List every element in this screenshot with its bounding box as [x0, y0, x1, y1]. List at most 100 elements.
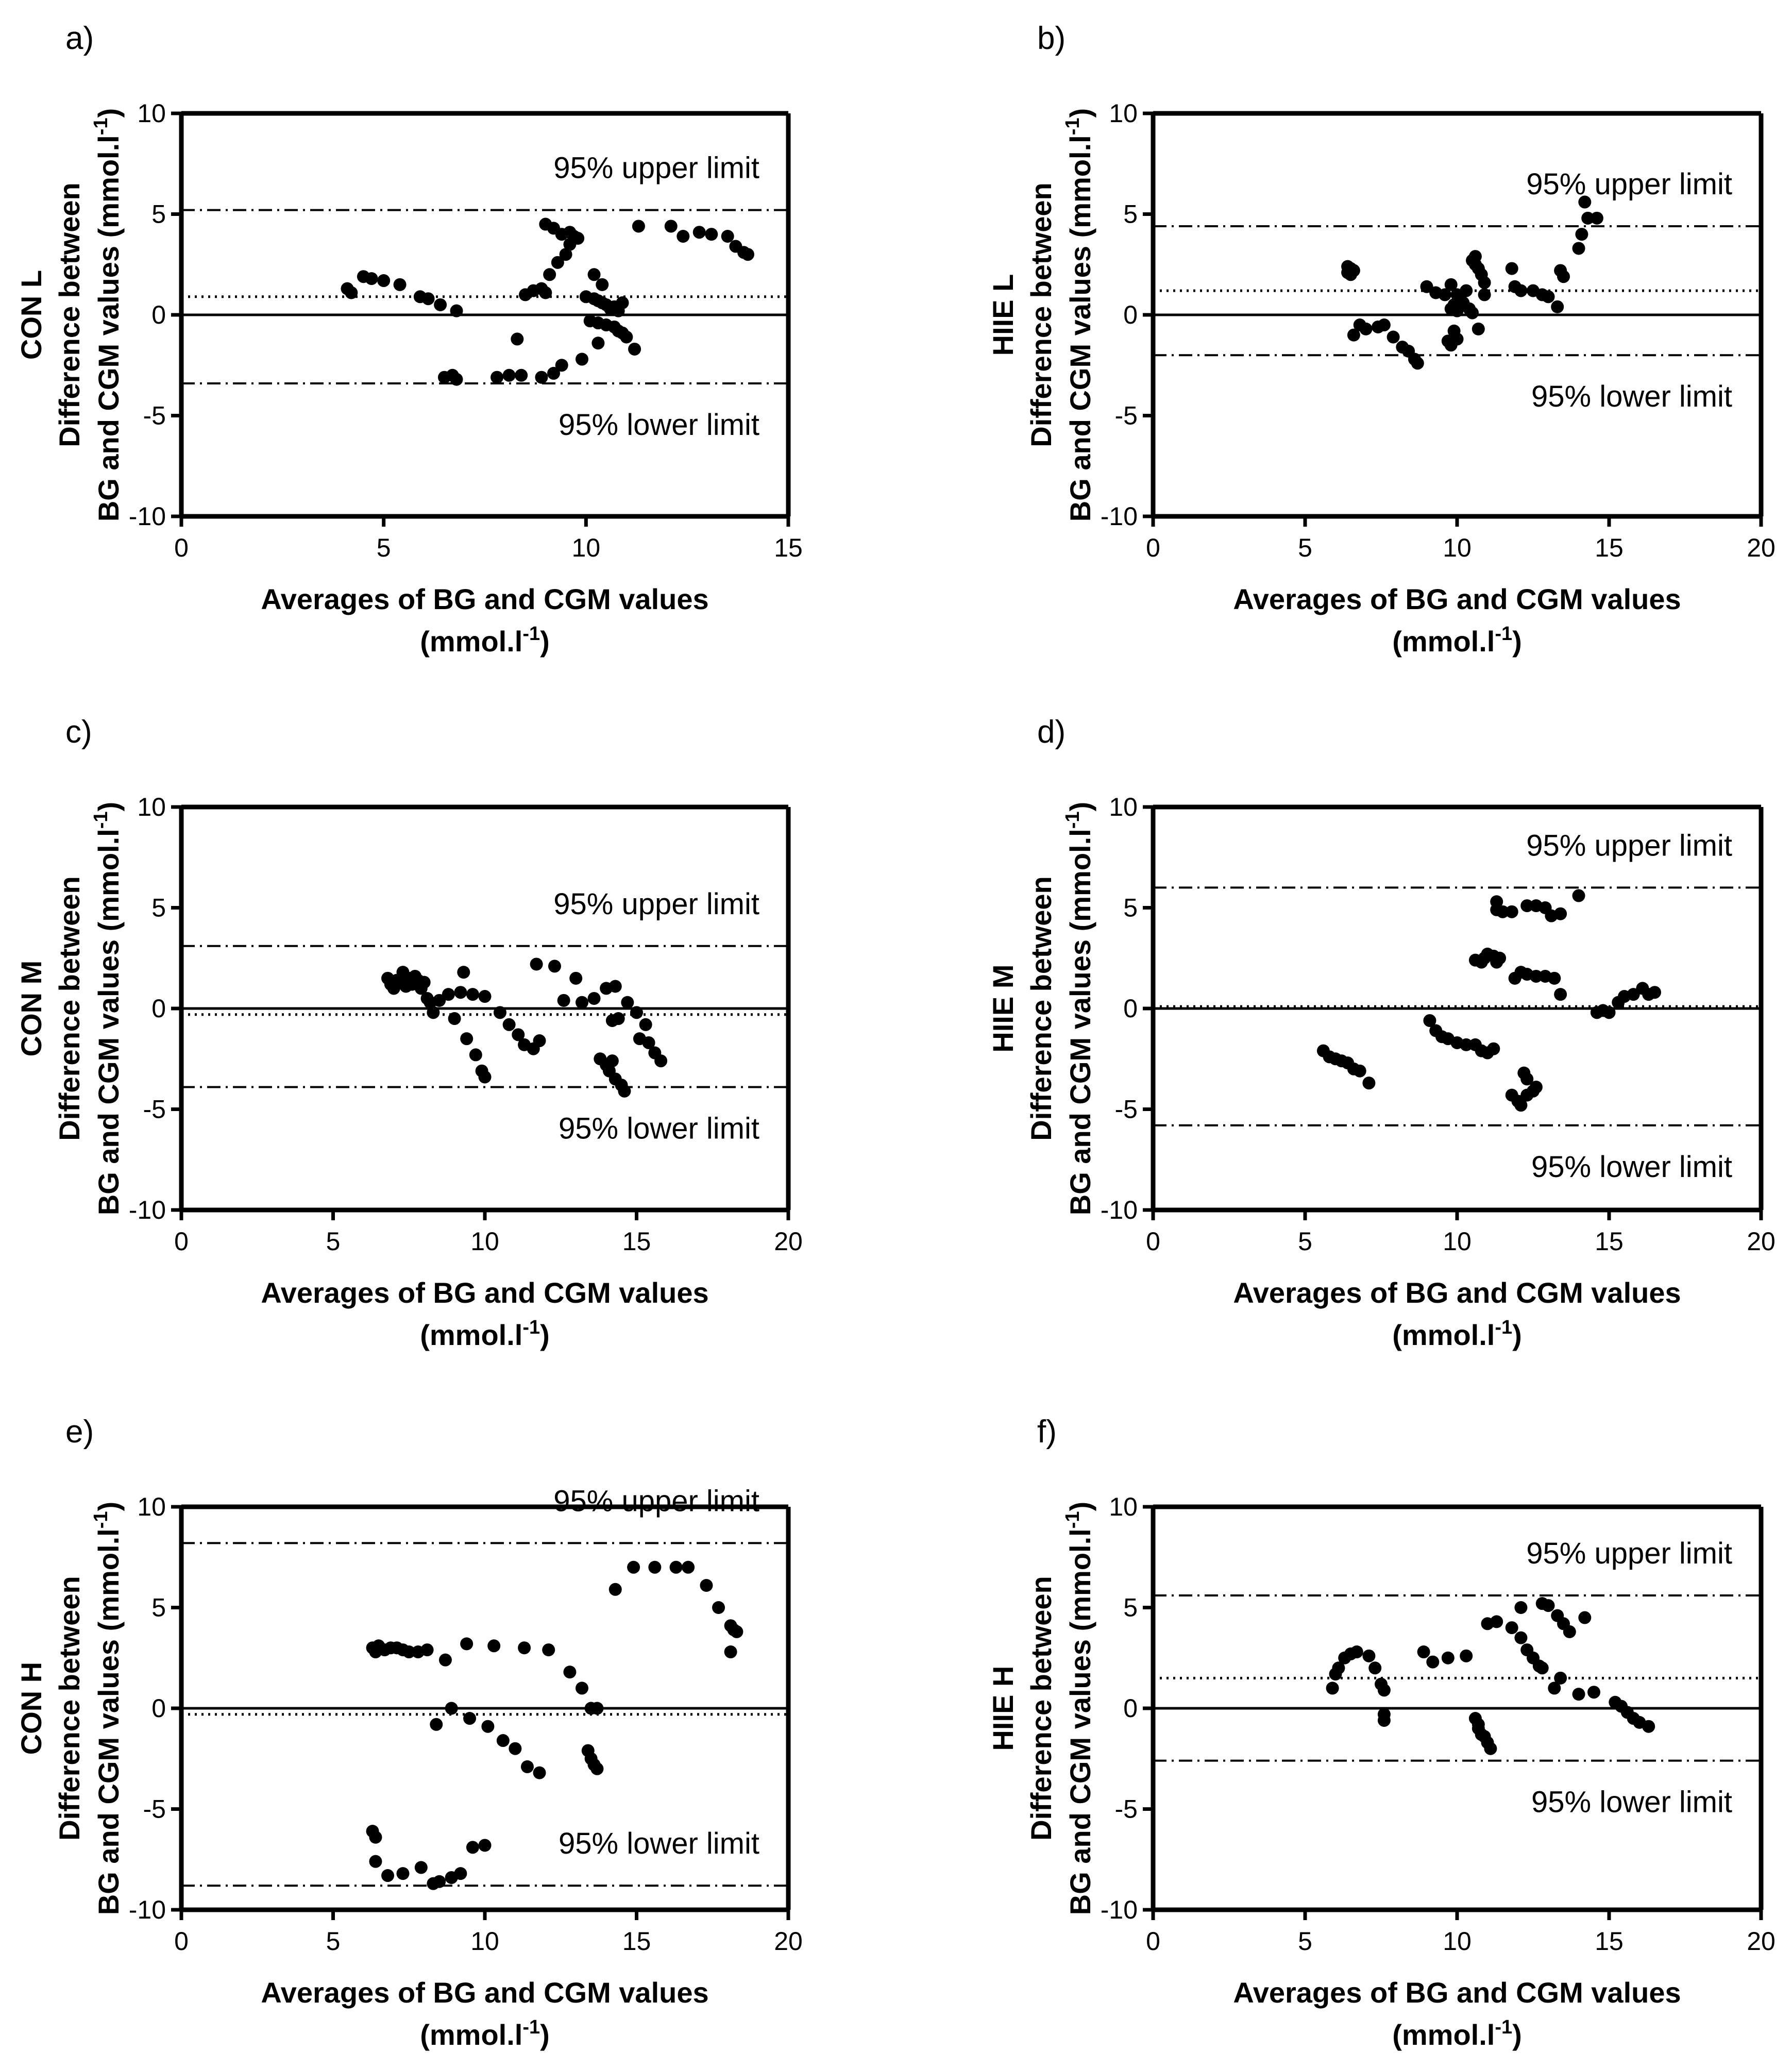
data-point — [1368, 1661, 1382, 1675]
data-point — [427, 1006, 440, 1019]
data-point — [1602, 1006, 1616, 1019]
data-point — [1554, 1671, 1567, 1685]
data-point — [563, 1666, 577, 1679]
data-point — [1496, 905, 1509, 918]
data-point — [1417, 1645, 1430, 1659]
y-tick-label: -5 — [143, 1795, 166, 1824]
data-point — [1542, 290, 1555, 304]
data-point — [608, 980, 622, 993]
data-point — [1520, 899, 1534, 913]
x-axis-title: Averages of BG and CGM values — [1233, 1976, 1681, 2009]
data-point — [460, 1637, 474, 1651]
y-axis-title: Difference between — [53, 182, 86, 447]
x-axis-title: Averages of BG and CGM values — [1233, 1276, 1681, 1309]
x-tick-label: 5 — [326, 1927, 341, 1956]
data-point — [648, 1560, 662, 1574]
group-label: CON M — [15, 961, 47, 1057]
lower-limit-label: 95% lower limit — [559, 1112, 759, 1145]
data-point — [1326, 1682, 1339, 1695]
data-point — [454, 986, 467, 999]
y-unit-close: ) — [92, 108, 125, 118]
x-tick-label: 15 — [1595, 1227, 1624, 1256]
data-point — [1377, 1684, 1391, 1697]
x-tick-label: 15 — [622, 1927, 651, 1956]
data-point — [616, 296, 629, 310]
x-tick-label: 10 — [572, 533, 601, 562]
data-point — [1514, 1099, 1528, 1112]
data-point — [369, 1855, 382, 1868]
data-point — [1460, 1038, 1473, 1051]
data-point — [1572, 1688, 1585, 1701]
data-point — [692, 226, 706, 239]
data-point — [575, 352, 588, 366]
data-point — [1347, 264, 1360, 277]
data-point — [543, 268, 556, 281]
data-point — [1627, 988, 1640, 1001]
x-tick-label: 20 — [1747, 1227, 1776, 1256]
data-point — [727, 1623, 740, 1637]
data-point — [530, 957, 543, 971]
x-tick-label: 0 — [1146, 533, 1160, 562]
data-point — [478, 990, 492, 1003]
data-point — [478, 1070, 492, 1084]
y-axis-title: Difference between — [53, 1576, 86, 1841]
data-point — [1426, 1655, 1440, 1669]
data-point — [627, 1560, 640, 1574]
data-point — [533, 1034, 546, 1048]
y-tick-label: -5 — [1115, 401, 1138, 430]
data-point — [596, 278, 609, 291]
panel-e: e) -10 -5 0 5 10 0 5 10 15 20 95% upper limit 95% lo… — [15, 1414, 803, 2051]
data-point — [1581, 211, 1595, 225]
y-unit-close: ) — [1064, 802, 1096, 812]
data-point — [569, 971, 583, 985]
data-point — [460, 1032, 474, 1046]
data-point — [1377, 318, 1391, 332]
y-axis-title: Difference between — [1025, 1576, 1057, 1841]
data-point — [402, 1645, 416, 1659]
x-tick-label: 10 — [1443, 1927, 1472, 1956]
data-point — [1514, 1601, 1528, 1614]
x-unit-text: (mmol.l — [420, 625, 522, 658]
y-tick-label: -10 — [1101, 1196, 1138, 1224]
y-tick-label: 5 — [1123, 894, 1138, 922]
y-tick-label: 0 — [151, 1694, 166, 1723]
y-tick-label: -10 — [129, 502, 166, 531]
data-point — [502, 368, 516, 382]
data-point — [1505, 262, 1518, 275]
x-tick-label: 15 — [1595, 533, 1624, 562]
data-point — [512, 1028, 525, 1041]
data-point — [1587, 1686, 1600, 1699]
y-tick-label: 0 — [1123, 1694, 1138, 1723]
x-unit-sup: -1 — [522, 1317, 540, 1338]
data-point — [1554, 907, 1567, 920]
panel-label: d) — [1037, 714, 1066, 750]
upper-limit-label: 95% upper limit — [1526, 1537, 1732, 1570]
y-unit-text: BG and CGM values (mmol.l — [1064, 829, 1096, 1215]
group-label: HIIE H — [987, 1666, 1019, 1751]
y-unit-text: BG and CGM values (mmol.l — [92, 135, 125, 522]
data-point — [1362, 1649, 1376, 1662]
data-point — [1578, 1611, 1592, 1624]
data-point — [1468, 250, 1482, 263]
data-point — [442, 988, 455, 1001]
data-point — [1359, 322, 1373, 335]
y-tick-label: 10 — [137, 793, 166, 821]
panel-f: f) -10 -5 0 5 10 0 5 10 15 20 95% upper limit 95% lo… — [987, 1414, 1776, 2051]
y-unit-text: BG and CGM values (mmol.l — [92, 1528, 125, 1915]
data-point — [469, 1048, 482, 1062]
x-tick-label: 5 — [377, 533, 391, 562]
y-unit-sup: -1 — [90, 117, 112, 135]
x-axis-unit: (mmol.l-1) — [1392, 2016, 1522, 2051]
data-point — [1542, 1599, 1555, 1612]
data-point — [721, 230, 734, 243]
data-point — [1411, 357, 1424, 370]
y-tick-label: 5 — [151, 1593, 166, 1622]
y-axis-unit: BG and CGM values (mmol.l-1) — [1062, 1502, 1096, 1915]
data-point — [1572, 242, 1585, 255]
y-axis-title: Difference between — [1025, 182, 1057, 447]
x-axis-unit: (mmol.l-1) — [420, 2016, 550, 2051]
data-point — [1520, 1072, 1534, 1086]
data-point — [608, 1583, 622, 1596]
upper-limit-label: 95% upper limit — [553, 887, 759, 921]
data-point — [547, 366, 561, 380]
